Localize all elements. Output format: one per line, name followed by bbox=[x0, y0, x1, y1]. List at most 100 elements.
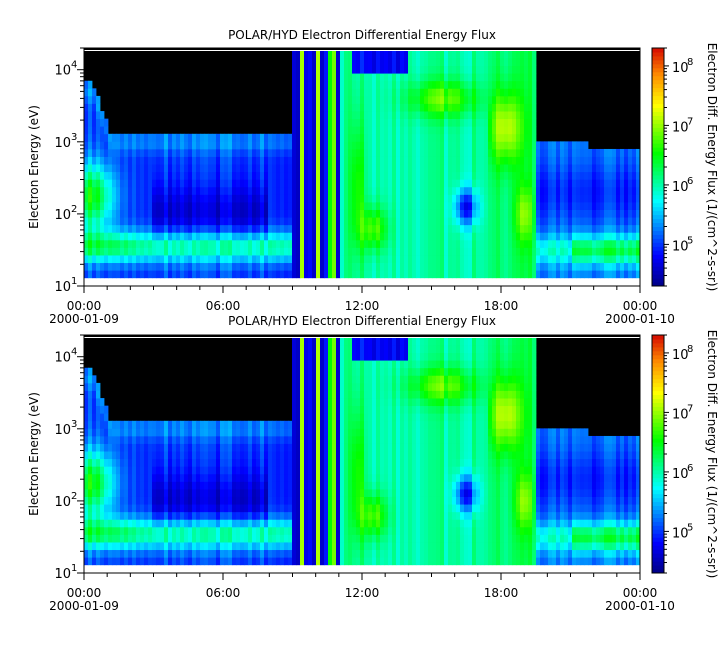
flux-cell bbox=[208, 534, 213, 543]
flux-cell bbox=[336, 171, 341, 180]
flux-cell bbox=[112, 133, 117, 142]
flux-cell bbox=[400, 148, 405, 157]
flux-cell bbox=[284, 466, 289, 475]
flux-cell bbox=[396, 194, 401, 203]
flux-cell bbox=[536, 194, 541, 203]
flux-cell bbox=[296, 95, 301, 104]
flux-cell bbox=[356, 179, 361, 188]
flux-cell bbox=[192, 504, 197, 513]
flux-cell bbox=[272, 519, 277, 528]
flux-cell bbox=[136, 209, 141, 218]
flux-cell bbox=[228, 262, 233, 271]
flux-cell bbox=[160, 443, 165, 452]
flux-cell bbox=[264, 549, 269, 558]
flux-cell bbox=[248, 443, 253, 452]
flux-cell bbox=[444, 194, 449, 203]
flux-cell bbox=[412, 186, 417, 195]
flux-cell bbox=[164, 164, 169, 173]
flux-cell bbox=[156, 451, 161, 460]
flux-cell bbox=[496, 194, 501, 203]
flux-cell bbox=[380, 202, 385, 210]
flux-cell bbox=[496, 179, 501, 188]
flux-cell bbox=[352, 375, 357, 384]
flux-cell bbox=[204, 202, 209, 210]
flux-cell bbox=[460, 239, 465, 248]
flux-cell bbox=[180, 141, 185, 150]
flux-cell bbox=[400, 156, 405, 165]
flux-cell bbox=[336, 367, 341, 376]
flux-cell bbox=[316, 179, 321, 188]
flux-cell bbox=[616, 164, 621, 173]
flux-cell bbox=[564, 186, 569, 195]
flux-cell bbox=[96, 443, 101, 452]
flux-cell bbox=[408, 247, 413, 256]
flux-cell bbox=[468, 179, 473, 188]
flux-cell bbox=[216, 156, 221, 165]
flux-cell bbox=[216, 148, 221, 157]
flux-cell bbox=[348, 526, 353, 535]
flux-cell bbox=[556, 239, 561, 248]
flux-cell bbox=[344, 118, 349, 127]
flux-cell bbox=[488, 141, 493, 150]
flux-cell bbox=[192, 232, 197, 241]
flux-cell bbox=[88, 375, 93, 384]
flux-cell bbox=[332, 156, 337, 165]
flux-cell bbox=[244, 511, 249, 520]
flux-cell bbox=[268, 511, 273, 520]
flux-cell bbox=[352, 496, 357, 505]
flux-cell bbox=[248, 428, 253, 437]
flux-cell bbox=[184, 247, 189, 256]
flux-cell bbox=[424, 80, 429, 89]
flux-cell bbox=[332, 451, 337, 460]
flux-cell bbox=[168, 156, 173, 165]
flux-cell bbox=[264, 420, 269, 429]
flux-cell bbox=[388, 255, 393, 264]
flux-cell bbox=[556, 232, 561, 241]
flux-cell bbox=[252, 420, 257, 429]
flux-cell bbox=[164, 504, 169, 513]
flux-cell bbox=[244, 262, 249, 271]
flux-cell bbox=[368, 141, 373, 150]
flux-cell bbox=[244, 171, 249, 180]
flux-cell bbox=[628, 164, 633, 173]
flux-cell bbox=[160, 209, 165, 218]
flux-cell bbox=[164, 420, 169, 429]
flux-cell bbox=[332, 405, 337, 414]
flux-cell bbox=[268, 186, 273, 195]
flux-cell bbox=[160, 534, 165, 543]
colorbar-swatch bbox=[652, 178, 664, 184]
flux-cell bbox=[284, 209, 289, 218]
flux-cell bbox=[420, 88, 425, 97]
flux-cell bbox=[132, 466, 137, 475]
flux-cell bbox=[328, 481, 333, 490]
flux-cell bbox=[400, 65, 405, 74]
flux-cell bbox=[524, 171, 529, 180]
flux-cell bbox=[316, 352, 321, 361]
flux-cell bbox=[128, 466, 133, 475]
flux-cell bbox=[88, 88, 93, 97]
flux-cell bbox=[312, 534, 317, 543]
flux-cell bbox=[200, 458, 205, 467]
flux-cell bbox=[388, 247, 393, 256]
colorbar-swatch bbox=[652, 51, 664, 57]
flux-cell bbox=[496, 133, 501, 142]
flux-cell bbox=[340, 239, 345, 248]
flux-cell bbox=[524, 262, 529, 271]
flux-cell bbox=[120, 255, 125, 264]
flux-cell bbox=[204, 428, 209, 437]
flux-cell bbox=[300, 367, 305, 376]
flux-cell bbox=[184, 262, 189, 271]
flux-cell bbox=[176, 458, 181, 467]
flux-cell bbox=[220, 171, 225, 180]
flux-cell bbox=[404, 118, 409, 127]
flux-cell bbox=[132, 270, 137, 279]
flux-cell bbox=[224, 148, 229, 157]
flux-cell bbox=[160, 435, 165, 444]
flux-cell bbox=[212, 224, 217, 233]
flux-cell bbox=[220, 557, 225, 566]
flux-cell bbox=[148, 148, 153, 157]
flux-cell bbox=[484, 247, 489, 256]
flux-cell bbox=[156, 270, 161, 279]
flux-cell bbox=[160, 171, 165, 180]
flux-cell bbox=[380, 239, 385, 248]
